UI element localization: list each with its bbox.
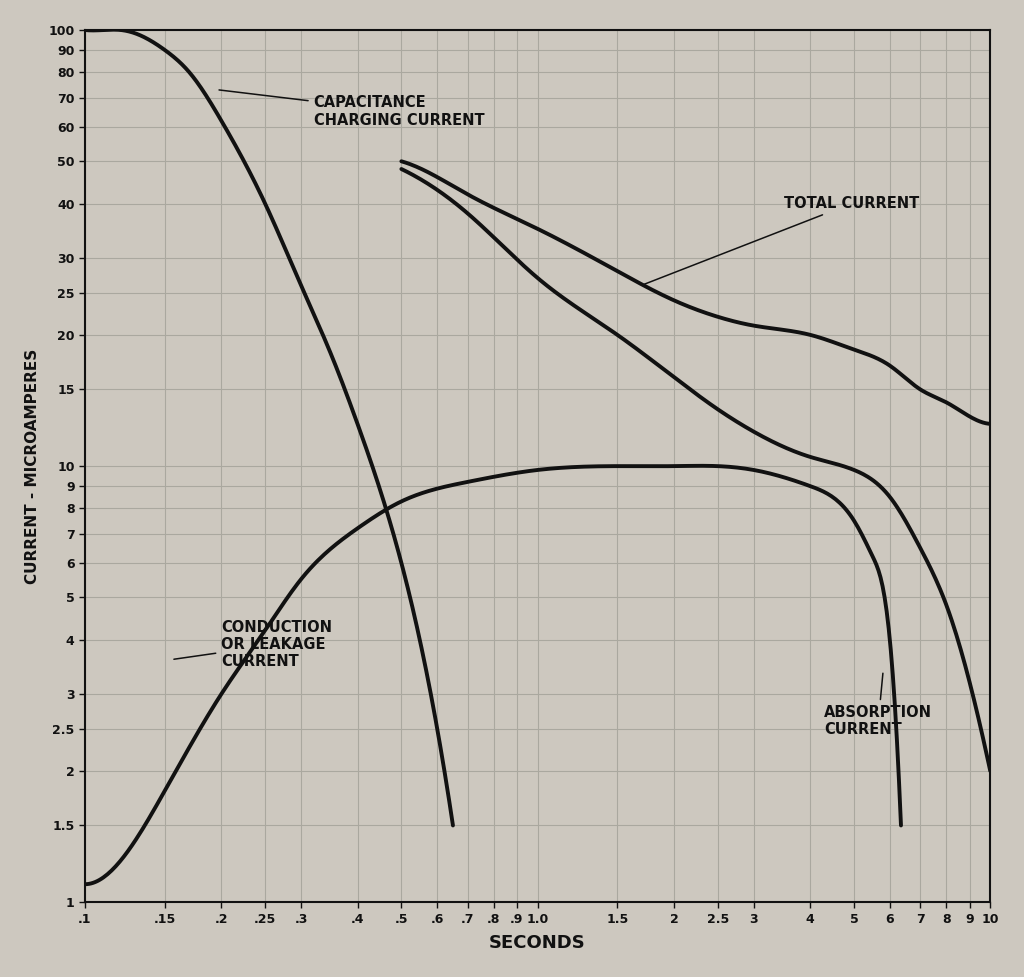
X-axis label: SECONDS: SECONDS (489, 934, 586, 952)
Text: CONDUCTION
OR LEAKAGE
CURRENT: CONDUCTION OR LEAKAGE CURRENT (174, 619, 332, 669)
Y-axis label: CURRENT - MICROAMPERES: CURRENT - MICROAMPERES (25, 349, 40, 583)
Text: TOTAL CURRENT: TOTAL CURRENT (644, 196, 920, 284)
Text: ABSORPTION
CURRENT: ABSORPTION CURRENT (824, 673, 932, 738)
Text: CAPACITANCE
CHARGING CURRENT: CAPACITANCE CHARGING CURRENT (219, 90, 484, 128)
